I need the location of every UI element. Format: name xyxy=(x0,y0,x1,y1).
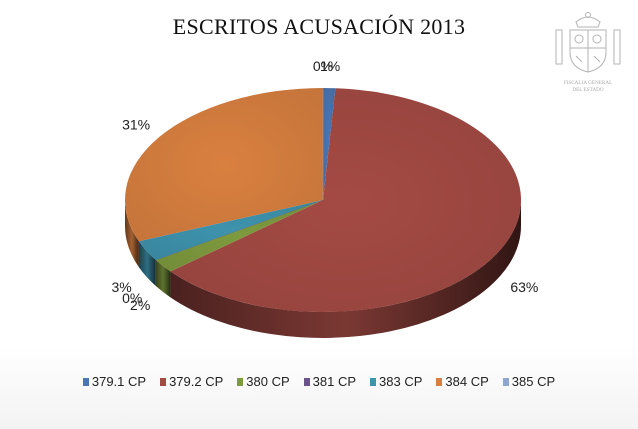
pie-slice-379-1-cp xyxy=(323,88,336,200)
legend-item: 379.1 CP xyxy=(82,374,147,389)
pie-slice-side xyxy=(170,200,521,339)
legend-swatch xyxy=(303,377,310,386)
data-label: 63% xyxy=(510,279,538,295)
data-label: 3% xyxy=(112,279,132,295)
pie-slice-381-cp xyxy=(155,199,324,261)
legend-item: 379.2 CP xyxy=(160,374,223,389)
chart-title: ESCRITOS ACUSACIÓN 2013 xyxy=(172,14,466,39)
legend-label: 380 CP xyxy=(246,374,290,389)
data-label: 0% xyxy=(313,58,333,74)
data-label: 31% xyxy=(122,117,150,133)
legend-item: 383 CP xyxy=(370,374,422,389)
legend-label: 384 CP xyxy=(445,374,489,389)
emblem-text-line1: FISCALIA GENERAL xyxy=(564,80,613,86)
legend-item: 385 CP xyxy=(502,374,556,389)
coat-of-arms-icon: FISCALIA GENERAL DEL ESTADO xyxy=(555,12,621,93)
legend-label: 381 CP xyxy=(312,374,357,389)
pie-slice-383-cp xyxy=(138,200,323,261)
pie-slice-side xyxy=(125,200,139,268)
legend-label: 379.1 CP xyxy=(91,374,147,389)
pie-slice-side xyxy=(138,241,156,287)
legend-swatch xyxy=(502,377,509,386)
pie-slice-379-2-cp xyxy=(170,88,521,312)
legend-swatch xyxy=(370,377,377,386)
legend-label: 385 CP xyxy=(511,374,556,389)
data-label: 1% xyxy=(320,58,340,74)
pie-slice-380-cp xyxy=(155,200,323,272)
legend-item: 384 CP xyxy=(436,374,489,389)
legend-swatch xyxy=(82,377,89,386)
legend-label: 383 CP xyxy=(379,374,423,389)
chart-legend: 379.1 CP 379.2 CP 380 CP 381 CP 383 CP 384 CP… xyxy=(0,374,638,389)
legend-item: 380 CP xyxy=(237,374,290,389)
data-label: 0% xyxy=(122,290,142,306)
legend-swatch xyxy=(436,377,443,386)
data-label: 2% xyxy=(130,297,150,313)
legend-swatch xyxy=(160,377,167,386)
pie-slice-side xyxy=(155,260,171,298)
emblem-text-line2: DEL ESTADO xyxy=(572,87,603,93)
pie-slice-384-cp xyxy=(125,88,324,242)
legend-swatch xyxy=(237,377,244,386)
legend-item: 381 CP xyxy=(303,374,357,389)
legend-label: 379.2 CP xyxy=(169,374,224,389)
